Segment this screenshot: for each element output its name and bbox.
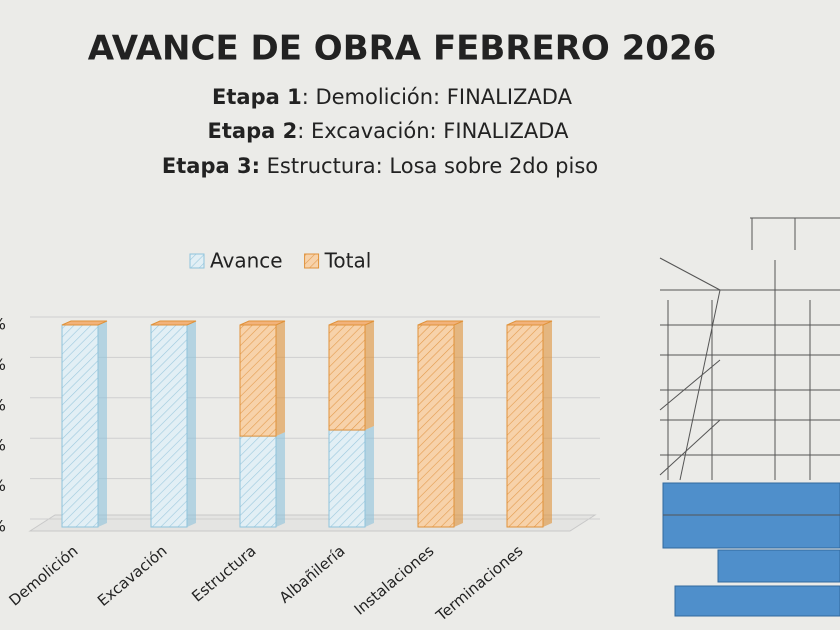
subtitle: Etapa 1: Demolición: FINALIZADA [212,85,573,109]
bar-segment [328,429,366,528]
bar-top [150,320,197,326]
bar-side [98,321,107,527]
legend-swatch [189,253,205,269]
bar-segment [417,324,455,528]
x-tick-label: Demolición [6,542,82,610]
bar-segment [61,324,99,528]
x-tick-label: Instalaciones [351,542,438,619]
subtitle: Etapa 2: Excavación: FINALIZADA [208,119,570,143]
bar-side [543,321,552,527]
bar-segment [239,435,277,528]
legend-swatch [304,253,320,269]
x-tick-label: Excavación [94,542,170,610]
bar-side [365,426,374,527]
bar-segment [239,324,277,437]
stage-text: : Excavación: FINALIZADA [297,119,569,143]
bar-segment [150,324,188,528]
x-tick-label: Estructura [188,542,259,606]
chart-title: AVANCE DE OBRA FEBRERO 2026 [88,29,717,69]
y-tick-label: 100% [0,315,6,334]
y-tick-label: 0% [0,517,6,536]
bar-segment [506,324,544,528]
y-tick-label: 20% [0,476,6,495]
y-tick-label: 40% [0,436,6,455]
legend-label: Avance [210,249,283,273]
subtitle: Etapa 3: Estructura: Losa sobre 2do piso [162,154,598,178]
y-tick-label: 60% [0,395,6,414]
legend-label: Total [324,249,372,273]
blueprint-drawing [659,217,840,617]
stage-text: : Demolición: FINALIZADA [302,85,573,109]
stage-label: Etapa 1 [212,85,302,109]
y-tick-label: 80% [0,355,6,374]
bar-side [276,432,285,527]
bar-top [239,320,286,326]
bar-top [61,320,108,326]
bar-side [454,321,463,527]
bar-side [187,321,196,527]
bar-segment [328,324,366,431]
stage-text: Estructura: Losa sobre 2do piso [260,154,598,178]
stage-label: Etapa 3: [162,154,260,178]
stage-label: Etapa 2 [208,119,298,143]
bar-side [365,321,374,431]
bar-top [328,320,375,326]
bar-top [417,320,464,326]
bar-side [276,321,285,437]
x-tick-label: Terminaciones [432,542,527,626]
x-tick-label: Albañilería [276,542,349,607]
bar-top [506,320,553,326]
